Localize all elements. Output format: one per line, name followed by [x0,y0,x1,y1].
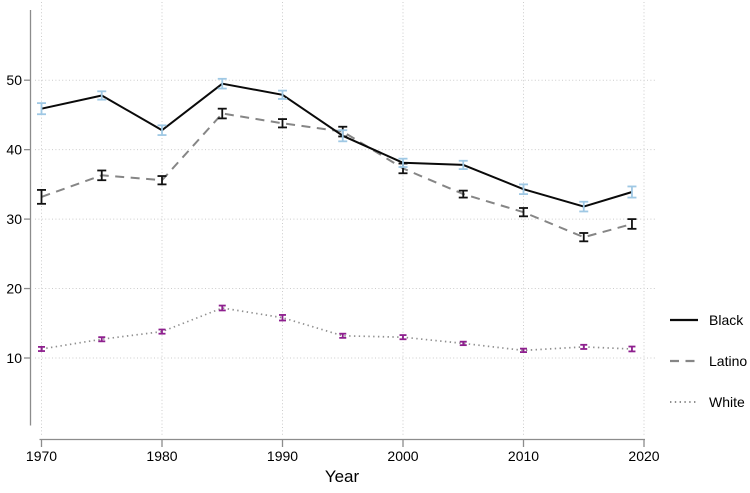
legend-label-white: White [709,394,745,410]
series-line-black [41,82,633,208]
x-tick-label: 1990 [267,448,298,464]
axes [24,10,645,447]
x-tick-label: 1970 [26,448,57,464]
legend-label-black: Black [709,312,744,328]
gridlines [35,2,656,435]
y-tick-label: 30 [6,211,22,227]
legend: Black Latino White [670,312,747,410]
legend-label-latino: Latino [709,353,747,369]
tick-labels: 10 20 30 40 50 1970 1980 1990 2000 2010 2020 [6,72,659,464]
y-tick-label: 20 [6,281,22,297]
data-series [41,82,633,352]
x-tick-label: 2000 [387,448,418,464]
x-tick-label: 2010 [508,448,539,464]
error-bars [37,77,637,353]
y-tick-label: 10 [6,350,22,366]
x-tick-label: 1980 [146,448,177,464]
y-tick-label: 40 [6,142,22,158]
x-axis-title: Year [325,467,360,486]
series-line-white [41,307,633,352]
y-tick-label: 50 [6,72,22,88]
x-tick-label: 2020 [628,448,659,464]
